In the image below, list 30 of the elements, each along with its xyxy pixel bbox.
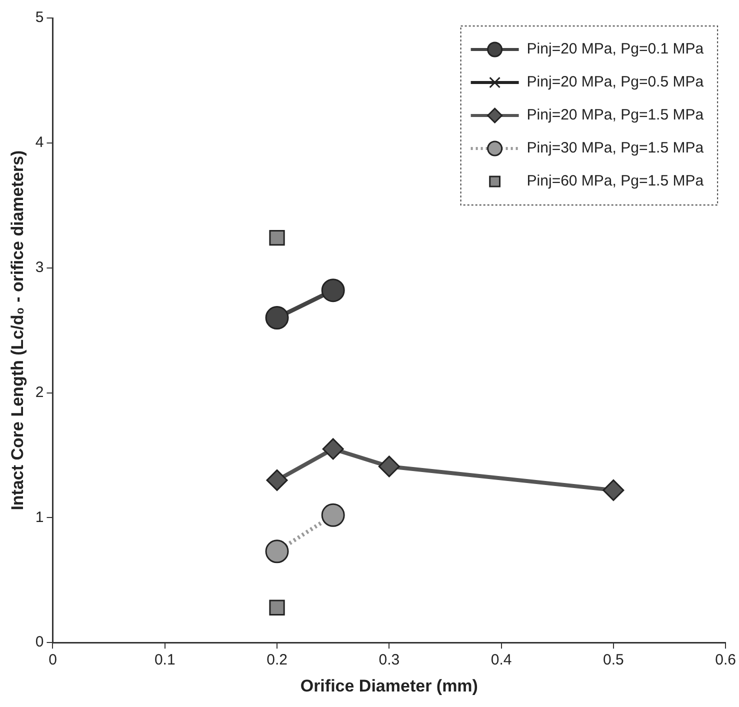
y-tick-label: 3 bbox=[35, 258, 44, 276]
point bbox=[265, 540, 289, 564]
point bbox=[269, 600, 285, 616]
x-tick-label: 0.3 bbox=[378, 652, 400, 669]
point bbox=[266, 469, 288, 491]
y-tick-label: 0 bbox=[35, 634, 44, 651]
point bbox=[321, 503, 345, 527]
y-tick-label: 4 bbox=[35, 134, 44, 152]
x-axis-title: Orifice Diameter (mm) bbox=[300, 676, 478, 696]
point bbox=[322, 438, 344, 460]
x-tick-label: 0.5 bbox=[603, 652, 624, 669]
x-tick-label: 0.4 bbox=[490, 652, 512, 669]
point bbox=[378, 456, 400, 478]
point bbox=[321, 278, 345, 302]
x-tick-label: 0 bbox=[48, 652, 57, 669]
point bbox=[265, 306, 289, 330]
legend-label: Pinj=30 MPa, Pg=1.5 MPa bbox=[526, 140, 704, 157]
x-tick-label: 0.6 bbox=[715, 652, 736, 669]
x-tick-label: 0.1 bbox=[154, 652, 176, 669]
point bbox=[602, 479, 624, 501]
legend-label: Pinj=60 MPa, Pg=1.5 MPa bbox=[526, 172, 704, 190]
legend-label: Pinj=20 MPa, Pg=0.1 MPa bbox=[526, 40, 704, 58]
point bbox=[269, 230, 285, 246]
y-tick-label: 1 bbox=[35, 508, 44, 526]
legend-label: Pinj=20 MPa, Pg=0.5 MPa bbox=[526, 74, 704, 91]
y-tick-label: 2 bbox=[35, 384, 44, 401]
y-tick-label: 5 bbox=[35, 9, 44, 26]
legend-label: Pinj=20 MPa, Pg=1.5 MPa bbox=[526, 106, 704, 124]
x-tick-label: 0.2 bbox=[266, 652, 288, 669]
y-axis-title: Intact Core Length (Lc/d₀ - orifice diameters) bbox=[8, 150, 27, 510]
